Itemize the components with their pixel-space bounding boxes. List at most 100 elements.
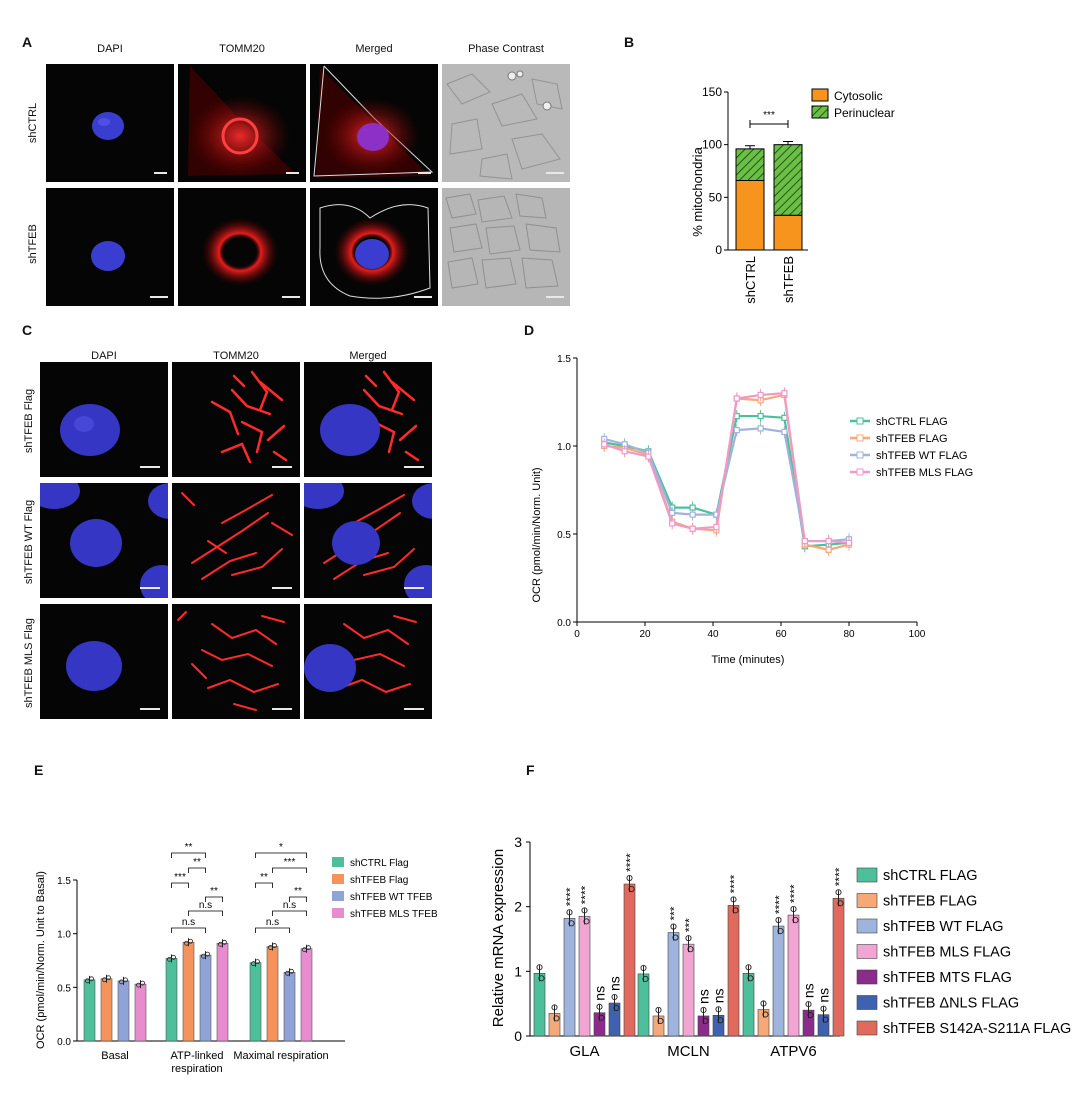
panel-b-ylabel: % mitochondria bbox=[690, 146, 705, 236]
panel-f-sig-label: **** bbox=[833, 867, 847, 886]
panel-d-point bbox=[713, 523, 720, 531]
panel-e-bar bbox=[134, 983, 147, 1042]
panel-f-legend-label: shCTRL FLAG bbox=[883, 868, 978, 884]
panel-b-ytick-label: 0 bbox=[715, 243, 722, 257]
panel-e-xtick-label: Maximal respiration bbox=[233, 1050, 328, 1062]
micrograph-c-wt-dapi bbox=[40, 483, 168, 598]
panel-f-legend-label: shTFEB ΔNLS FLAG bbox=[883, 996, 1019, 1012]
panel-e-sig-bracket bbox=[188, 867, 206, 873]
micrograph-c-mls-dapi bbox=[40, 604, 168, 719]
panel-d-point bbox=[689, 525, 696, 532]
panel-f-sig-label: *** bbox=[668, 906, 682, 920]
panel-f-datapoint bbox=[805, 1001, 812, 1008]
panel-e-datapoint bbox=[302, 947, 307, 953]
panel-f-datapoint bbox=[790, 906, 797, 913]
panel-f-datapoint bbox=[551, 1004, 558, 1011]
panel-e-legend-swatch bbox=[332, 908, 344, 918]
panel-f-datapoint bbox=[777, 928, 784, 935]
panel-e-legend-label: shTFEB MLS TFEB bbox=[350, 909, 438, 920]
panel-d-point bbox=[781, 390, 788, 397]
panel-b-legend-label: Perinuclear bbox=[834, 106, 895, 120]
panel-b-ytick-label: 100 bbox=[702, 138, 722, 152]
panel-f-bar bbox=[772, 925, 785, 1037]
panel-d-point bbox=[733, 427, 740, 434]
panel-e-bar bbox=[283, 972, 296, 1042]
panel-b-sig-label: *** bbox=[763, 110, 775, 121]
panel-d-point bbox=[757, 391, 764, 399]
panel-d-xtick-label: 100 bbox=[909, 629, 926, 640]
panel-b-legend-label: Cytosolic bbox=[834, 89, 883, 103]
panel-d-ylabel: OCR (pmol/min/Norm. Unit) bbox=[531, 467, 543, 602]
panel-e-label: E bbox=[34, 762, 44, 778]
panel-e-datapoint bbox=[222, 939, 227, 945]
panel-b-legend: Cytosolic Perinuclear bbox=[811, 88, 895, 120]
panel-f-datapoint bbox=[732, 907, 739, 914]
panel-e-datapoint bbox=[184, 940, 189, 946]
panel-d-point bbox=[845, 539, 853, 546]
panel-d-point bbox=[733, 395, 740, 402]
panel-f-datapoint bbox=[820, 1005, 827, 1012]
panel-f-sig-label: **** bbox=[564, 887, 578, 906]
panel-e-bar bbox=[117, 980, 130, 1042]
panel-f-bar bbox=[623, 883, 636, 1037]
panel-e-sig-bracket bbox=[188, 910, 223, 916]
panel-e-legend-swatch bbox=[332, 891, 344, 901]
panel-f-legend-swatch bbox=[856, 1020, 878, 1036]
micrograph-c-mls-tomm20 bbox=[172, 604, 300, 719]
micrograph-c-flag-tomm20 bbox=[172, 362, 300, 477]
panel-f-datapoint bbox=[611, 993, 618, 1001]
panel-e-sig-bracket bbox=[272, 910, 307, 916]
panel-b-label: B bbox=[624, 34, 635, 50]
micrograph-c-wt-merged bbox=[304, 483, 432, 598]
panel-a-col-tomm20: TOMM20 bbox=[219, 43, 265, 55]
panel-e-xtick-label: ATP-linked bbox=[171, 1050, 224, 1062]
panel-c-row-wt: shTFEB WT Flag bbox=[23, 499, 35, 585]
panel-f-datapoint bbox=[657, 1017, 664, 1025]
panel-f-legend-swatch bbox=[856, 944, 878, 959]
panel-e-datapoint bbox=[255, 959, 260, 965]
panel-f-datapoint bbox=[536, 964, 543, 971]
panel-f-datapoint bbox=[760, 1000, 767, 1007]
panel-e-bar bbox=[300, 948, 313, 1042]
panel-d-point bbox=[601, 441, 608, 448]
panel-a-label: A bbox=[22, 34, 33, 50]
panel-e-bar bbox=[83, 979, 96, 1042]
panel-f-bar bbox=[682, 943, 695, 1037]
panel-d-legend-marker bbox=[856, 417, 864, 425]
panel-e-datapoint bbox=[136, 982, 141, 988]
panel-f-datapoint bbox=[730, 896, 737, 903]
panel-e-legend-label: shTFEB Flag bbox=[350, 875, 408, 886]
panel-f-label: F bbox=[526, 762, 535, 778]
panel-e-chart: OCR (pmol/min/Norm. Unit to Basal) 0.00.… bbox=[35, 842, 438, 1075]
panel-d-xtick-label: 0 bbox=[574, 629, 580, 640]
panel-f-bar bbox=[578, 916, 591, 1037]
panel-d-point bbox=[781, 428, 788, 436]
panel-e-legend-swatch bbox=[332, 874, 344, 884]
panel-e-bar bbox=[182, 941, 195, 1042]
micrograph-c-wt-tomm20 bbox=[172, 483, 300, 598]
panel-e-bars bbox=[83, 938, 313, 1042]
panel-b-bar-segment bbox=[773, 144, 803, 216]
panel-f-bar bbox=[787, 914, 800, 1037]
panel-f-datapoint bbox=[775, 917, 782, 924]
panel-e-datapoint bbox=[289, 968, 294, 974]
panel-f-datapoint bbox=[835, 889, 842, 896]
panel-f-ytick-label: 3 bbox=[514, 834, 522, 850]
panel-e-xtick-label: Basal bbox=[101, 1050, 129, 1062]
panel-f-datapoint bbox=[583, 918, 590, 925]
panel-f-datapoint bbox=[745, 964, 752, 971]
panel-e-datapoint bbox=[306, 945, 311, 951]
panel-d-legend-marker bbox=[856, 434, 864, 442]
panel-e-bar bbox=[199, 954, 212, 1042]
panel-f-datapoint bbox=[640, 964, 647, 971]
panel-f-sig-label: **** bbox=[773, 895, 787, 914]
panel-d-series-line bbox=[603, 427, 850, 543]
panel-d-point bbox=[825, 546, 832, 553]
panel-e-datapoint bbox=[167, 956, 172, 962]
panel-b-bar-segment bbox=[735, 148, 765, 181]
panel-f-bar bbox=[667, 932, 680, 1037]
panel-d-legend-marker bbox=[856, 451, 864, 459]
micrograph-a-shtfeb-dapi bbox=[46, 188, 174, 306]
panel-e-datapoint bbox=[272, 943, 277, 948]
